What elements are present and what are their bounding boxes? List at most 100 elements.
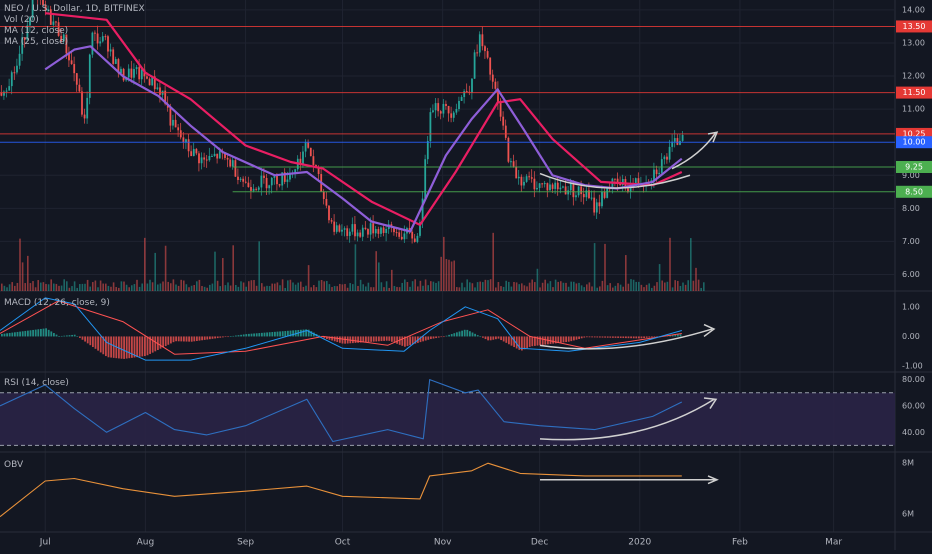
rsi-tick-label: 60.00 (902, 401, 925, 410)
macd-histogram-bar (430, 336, 432, 340)
macd-histogram-bar (606, 336, 609, 338)
candle-body (572, 183, 575, 198)
volume-bar (235, 284, 237, 291)
candle-body (91, 32, 94, 55)
volume-bar (92, 282, 94, 291)
candle-body (112, 49, 115, 64)
candle-body (653, 169, 655, 181)
candle-body (65, 34, 68, 54)
macd-histogram-bar (235, 335, 237, 337)
macd-histogram-bar (367, 336, 370, 342)
volume-bar (328, 284, 331, 291)
candle-body (606, 188, 609, 198)
candle-body (356, 232, 359, 237)
ma25-legend[interactable]: MA (25, close) (4, 37, 69, 47)
volume-bar (206, 287, 208, 291)
volume-bar (50, 279, 52, 291)
candle-body (369, 223, 372, 235)
candle-body (556, 182, 559, 190)
volume-bar (528, 282, 531, 291)
macd-histogram-bar (149, 336, 151, 354)
candle-body (546, 183, 549, 191)
candle-body (445, 103, 447, 106)
candle-body (198, 153, 200, 164)
macd-histogram-bar (224, 336, 227, 338)
macd-histogram-bar (227, 336, 229, 338)
candle-body (47, 9, 50, 11)
candle-body (588, 190, 590, 199)
volume-bar (682, 282, 684, 291)
volume-bar (146, 283, 149, 291)
ma12-legend[interactable]: MA (12, close) (4, 26, 69, 36)
volume-bar (463, 287, 466, 291)
macd-histogram-bar (94, 336, 97, 349)
macd-histogram-bar (448, 334, 450, 337)
candle-body (265, 177, 268, 189)
volume-bar (263, 286, 266, 291)
candle-body (78, 84, 81, 92)
candle-body (533, 178, 536, 190)
candle-body (507, 137, 510, 162)
macd-histogram-bar (552, 336, 554, 344)
macd-histogram-bar (32, 329, 34, 337)
macd-legend[interactable]: MACD (12, 26, close, 9) (4, 298, 110, 308)
candle-body (346, 228, 349, 236)
rsi-legend[interactable]: RSI (14, close) (4, 378, 69, 388)
candle-body (205, 159, 208, 161)
macd-histogram-bar (450, 334, 453, 337)
volume-bar (175, 284, 177, 291)
candle-body (523, 181, 525, 186)
volume-bar (81, 283, 84, 291)
candle-body (237, 176, 239, 180)
macd-histogram-bar (287, 330, 289, 337)
volume-bar (55, 283, 58, 291)
x-tick-label: Nov (434, 538, 452, 548)
candle-body (341, 229, 343, 232)
candle-body (268, 185, 271, 189)
volume-bar (372, 287, 375, 291)
volume-legend[interactable]: Vol (20) (4, 15, 39, 25)
volume-bar (635, 281, 637, 291)
macd-histogram-bar (279, 331, 281, 337)
macd-histogram-bar (560, 336, 562, 343)
macd-histogram-bar (463, 329, 466, 337)
candle-body (281, 172, 284, 186)
candle-body (382, 227, 385, 233)
breakout-arrowhead (707, 131, 719, 143)
volume-bar (508, 281, 510, 291)
volume-bar (554, 279, 557, 291)
candle-body (634, 178, 637, 186)
x-tick-label: Aug (137, 538, 155, 548)
macd-histogram-bar (331, 336, 333, 341)
volume-bar (497, 282, 500, 291)
candle-body (104, 36, 107, 38)
candle-body (580, 186, 583, 195)
candle-body (338, 225, 341, 232)
candle-body (133, 69, 135, 78)
candle-body (231, 160, 234, 167)
volume-bar (315, 287, 318, 291)
candle-body (322, 191, 325, 199)
obv-legend[interactable]: OBV (4, 460, 24, 470)
candle-body (465, 91, 468, 93)
macd-histogram-bar (196, 336, 198, 341)
macd-histogram-bar (19, 331, 21, 337)
macd-histogram-bar (6, 333, 8, 337)
volume-bar (29, 283, 32, 291)
candle-body (343, 228, 346, 230)
macd-histogram-bar (29, 330, 32, 337)
macd-histogram-bar (489, 336, 492, 341)
macd-histogram-bar (229, 336, 232, 337)
volume-bar (401, 282, 403, 291)
symbol-title[interactable]: NEO / U.S. Dollar, 1D, BITFINEX (4, 4, 145, 14)
level-price-label: 11.50 (903, 88, 926, 97)
candle-body (73, 64, 76, 74)
candle-body (283, 172, 286, 182)
macd-histogram-bar (45, 328, 47, 337)
macd-histogram-bar (482, 336, 484, 338)
volume-bar (118, 287, 120, 291)
volume-bar (622, 286, 624, 291)
candle-body (250, 187, 252, 191)
